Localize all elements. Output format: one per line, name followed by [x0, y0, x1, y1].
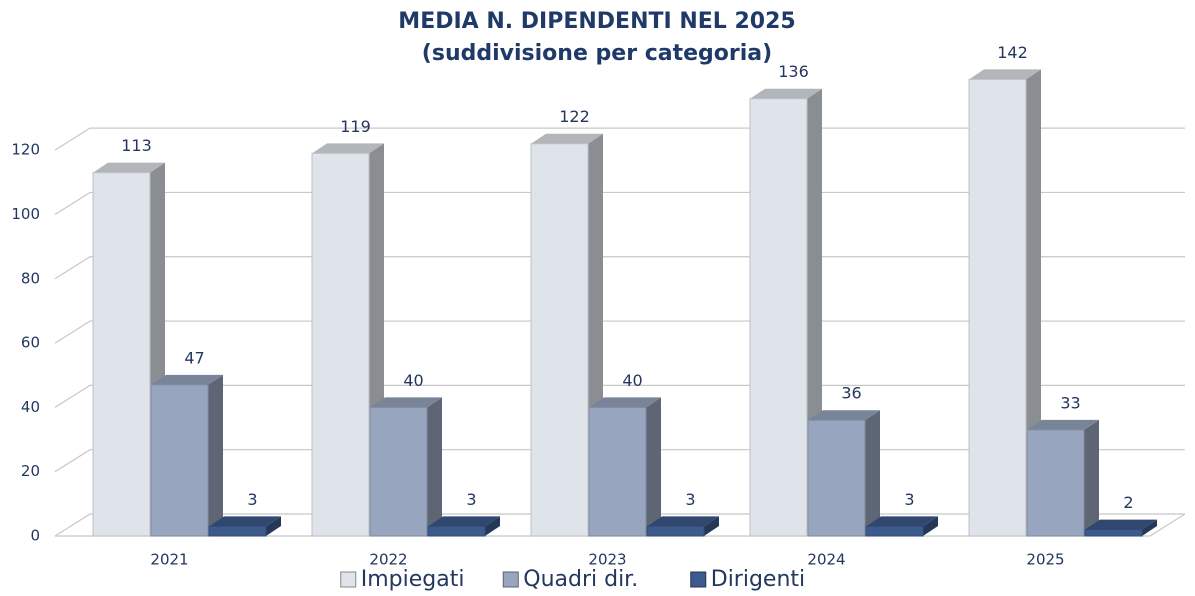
x-tick-label: 2021: [150, 551, 188, 569]
bar: [208, 516, 281, 537]
bar: [865, 516, 938, 537]
bar-top: [866, 516, 938, 527]
y-tick-label: 80: [21, 269, 40, 287]
y-tick-label: 0: [30, 527, 40, 545]
value-label: 3: [685, 490, 695, 509]
bar-front: [968, 78, 1027, 537]
bar: [150, 374, 223, 537]
value-label: 36: [841, 384, 861, 403]
legend-label: Impiegati: [361, 567, 465, 592]
value-label: 3: [466, 490, 476, 509]
legend-swatch: [340, 571, 357, 588]
bar-side: [865, 410, 880, 536]
bar-top: [531, 133, 603, 144]
bar-side: [646, 397, 661, 536]
chart-subtitle: (suddivisione per categoria): [422, 41, 772, 66]
bar: [427, 516, 500, 537]
bar-front: [530, 143, 589, 537]
bar-top: [312, 143, 384, 154]
bar-front: [369, 406, 428, 537]
bar-top: [808, 410, 880, 421]
bar-front: [807, 419, 866, 537]
bar-front: [646, 525, 705, 537]
value-label: 136: [778, 62, 809, 81]
bar-top: [969, 69, 1041, 80]
bar: [369, 397, 442, 537]
x-tick-label: 2022: [369, 551, 407, 569]
bar-side: [704, 516, 719, 536]
bar-top: [647, 516, 719, 527]
value-label: 113: [121, 136, 152, 155]
bar: [968, 69, 1041, 537]
bar: [92, 162, 165, 537]
bar-front: [1026, 429, 1085, 537]
bar-side: [427, 397, 442, 536]
bar-top: [589, 397, 661, 408]
bar-front: [749, 98, 808, 537]
value-label: 47: [184, 348, 204, 367]
bar-side: [923, 516, 938, 536]
bar-top: [750, 88, 822, 99]
bar: [1084, 519, 1157, 537]
bar-front: [1084, 529, 1143, 537]
bar-front: [427, 525, 486, 537]
bar-top: [370, 397, 442, 408]
bar: [588, 397, 661, 537]
bar-front: [92, 172, 151, 537]
value-label: 40: [403, 371, 423, 390]
legend-swatch: [502, 571, 519, 588]
bar-side: [1026, 69, 1041, 537]
legend-label: Dirigenti: [711, 567, 805, 592]
y-tick-label: 120: [11, 141, 40, 159]
y-tick-label: 40: [21, 398, 40, 416]
value-label: 40: [622, 371, 642, 390]
bar-side: [1084, 419, 1099, 536]
bar: [646, 516, 719, 537]
bar-top: [209, 516, 281, 527]
bar-top: [93, 162, 165, 173]
bar-front: [150, 384, 209, 537]
bar-side: [485, 516, 500, 536]
bar-top: [428, 516, 500, 527]
bar: [807, 410, 880, 537]
bar-top: [1085, 519, 1157, 530]
value-label: 119: [340, 117, 371, 136]
value-label: 122: [559, 107, 590, 126]
bar-top: [151, 374, 223, 385]
value-label: 2: [1123, 493, 1133, 512]
bar-side: [266, 516, 281, 536]
y-tick-label: 20: [21, 462, 40, 480]
value-label: 142: [997, 43, 1028, 62]
bar-side: [208, 374, 223, 536]
legend-swatch: [690, 571, 707, 588]
legend-label: Quadri dir.: [523, 567, 638, 592]
bar: [1026, 419, 1099, 537]
value-label: 3: [904, 490, 914, 509]
bar-side: [1142, 519, 1157, 536]
bar-front: [208, 525, 267, 537]
chart-title: MEDIA N. DIPENDENTI NEL 2025: [398, 9, 795, 34]
value-label: 3: [247, 490, 257, 509]
y-tick-label: 100: [11, 205, 40, 223]
x-tick-label: 2024: [807, 551, 845, 569]
bar-front: [865, 525, 924, 537]
bar-front: [311, 152, 370, 537]
y-tick-label: 60: [21, 334, 40, 352]
x-tick-label: 2023: [588, 551, 626, 569]
value-label: 33: [1060, 393, 1080, 412]
bar-top: [1027, 419, 1099, 430]
bar-front: [588, 406, 647, 537]
x-tick-label: 2025: [1026, 551, 1064, 569]
